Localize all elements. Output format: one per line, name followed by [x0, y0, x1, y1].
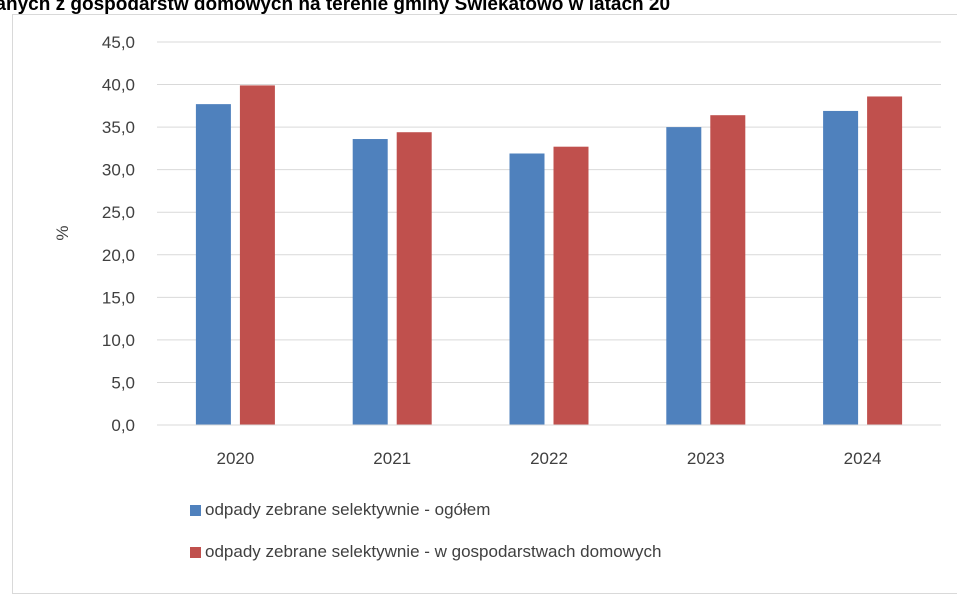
y-tick-label: 35,0	[102, 118, 135, 137]
x-category-label: 2024	[844, 449, 882, 468]
y-tick-label: 5,0	[111, 373, 135, 392]
y-tick-label: 15,0	[102, 288, 135, 307]
x-category-label: 2021	[373, 449, 411, 468]
bar	[509, 153, 545, 426]
bar	[666, 127, 702, 425]
y-tick-label: 30,0	[102, 161, 135, 180]
legend-swatch-blue	[190, 504, 201, 516]
y-tick-label: 10,0	[102, 331, 135, 350]
bar	[195, 104, 231, 426]
legend-label-gospodarstwa: odpady zebrane selektywnie - w gospodars…	[205, 542, 662, 561]
bar	[352, 139, 388, 425]
chart-title: ranych z gospodarstw domowych na terenie…	[0, 0, 671, 15]
y-tick-label: 25,0	[102, 203, 135, 222]
bar	[396, 132, 432, 425]
bar	[823, 110, 859, 425]
y-tick-label: 45,0	[102, 33, 135, 52]
legend-label-ogolem: odpady zebrane selektywnie - ogółem	[205, 500, 491, 519]
x-category-label: 2020	[216, 449, 254, 468]
y-axis-label: %	[53, 225, 72, 240]
bar	[553, 146, 589, 426]
legend-swatch-red	[190, 546, 201, 558]
bar	[867, 96, 903, 426]
y-tick-label: 40,0	[102, 76, 135, 95]
y-tick-label: 20,0	[102, 246, 135, 265]
y-tick-label: 0,0	[111, 416, 135, 435]
legend-item-gospodarstwa: odpady zebrane selektywnie - w gospodars…	[190, 542, 661, 562]
x-category-label: 2023	[687, 449, 725, 468]
x-category-label: 2022	[530, 449, 568, 468]
bar	[710, 115, 746, 425]
bar	[239, 85, 275, 425]
legend-item-ogolem: odpady zebrane selektywnie - ogółem	[190, 500, 490, 520]
bar-chart: 0,0 5,0 10,0 15,0 20,0 25,0 30,0 35,0 40,0 45,0% 2…	[53, 33, 941, 468]
